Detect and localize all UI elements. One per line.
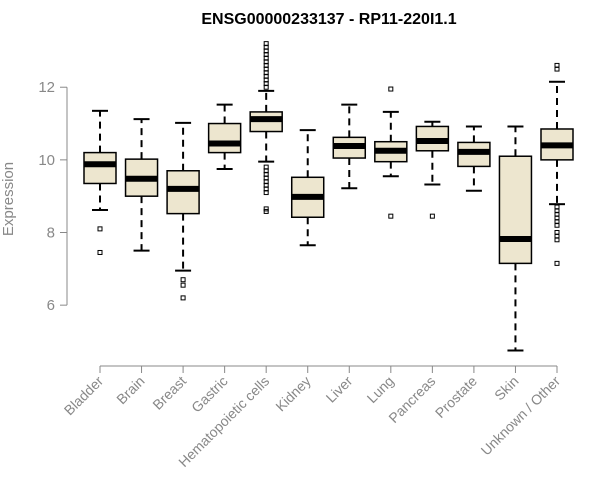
y-axis-label: Expression [0, 162, 17, 236]
outlier-point [554, 66, 560, 72]
outlier-point [180, 277, 186, 283]
box-gastric [207, 103, 242, 170]
box-kidney [290, 129, 325, 247]
x-tick-label: Bladder [61, 373, 107, 419]
box-iqr [498, 155, 533, 265]
x-tick-label: Prostate [432, 373, 480, 421]
box-pancreas [415, 120, 450, 219]
outlier-point [97, 249, 103, 255]
box-prostate [457, 125, 491, 192]
outlier-point [263, 190, 269, 196]
outlier-point [263, 84, 269, 90]
outlier-point [388, 213, 394, 219]
y-tick-label: 10 [38, 152, 55, 169]
outlier-point [554, 237, 560, 243]
x-tick-label: Liver [323, 373, 356, 406]
box-iqr [207, 122, 242, 154]
box-unknown-other [540, 62, 574, 266]
outlier-point [263, 208, 269, 214]
outlier-point [554, 260, 560, 266]
outlier-point [554, 222, 560, 228]
box-iqr [83, 151, 117, 185]
y-tick-label: 8 [47, 225, 55, 242]
y-tick-label: 6 [47, 297, 55, 314]
y-axis: 6 8 10 12 [38, 79, 68, 314]
box-lung [374, 86, 408, 219]
y-tick-label: 12 [38, 79, 55, 96]
outlier-point [180, 282, 186, 288]
x-tick-label: Brain [113, 373, 147, 407]
box-brain [124, 118, 159, 252]
x-tick-label: Skin [491, 373, 522, 404]
outlier-point [180, 295, 186, 301]
outlier-point [388, 86, 394, 92]
x-tick-label: Kidney [272, 373, 314, 415]
boxes-group [83, 41, 574, 352]
box-breast [166, 121, 200, 301]
x-tick-label: Unknown / Other [478, 373, 564, 459]
outlier-point [429, 213, 435, 219]
outlier-point [263, 206, 269, 212]
box-iqr [166, 170, 200, 215]
outlier-point [97, 226, 103, 232]
x-tick-label: Lung [364, 373, 397, 406]
box-bladder [83, 109, 117, 255]
box-skin [498, 125, 533, 352]
box-liver [332, 103, 367, 190]
x-tick-label: Breast [149, 373, 189, 413]
chart-title: ENSG00000233137 - RP11-220I1.1 [201, 11, 456, 28]
box-hematopoietic-cells [249, 41, 283, 214]
